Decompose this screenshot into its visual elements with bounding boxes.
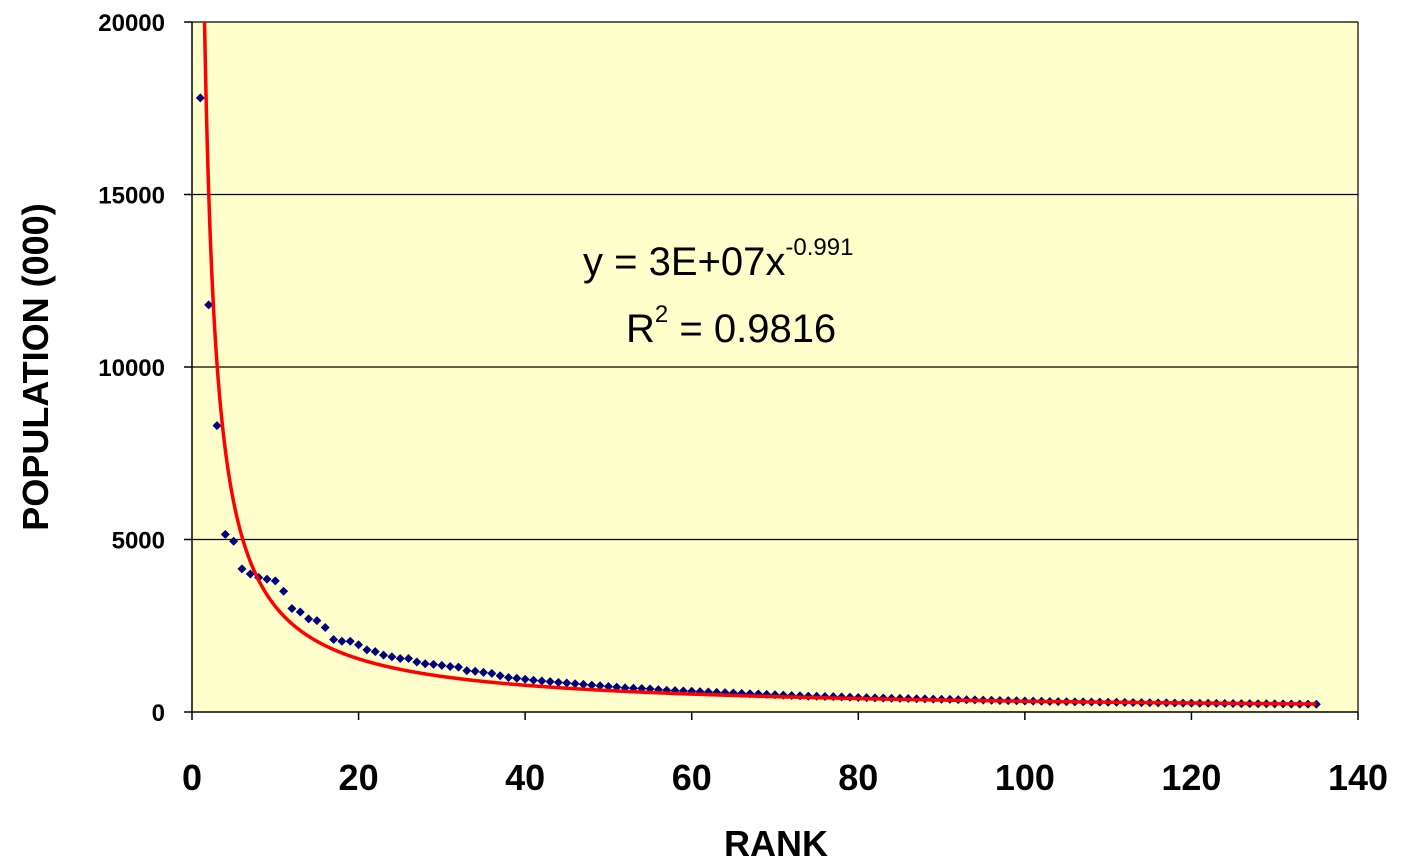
data-point: [512, 673, 522, 683]
y-tick-label: 20000: [98, 10, 165, 37]
data-point: [229, 536, 239, 546]
r-squared-value: = 0.9816: [668, 307, 836, 351]
data-point: [503, 673, 513, 682]
data-point: [237, 564, 247, 574]
data-point: [462, 666, 472, 676]
y-axis-title: POPULATION (000): [15, 203, 56, 530]
data-point: [437, 660, 447, 670]
x-axis-title: RANK: [724, 823, 828, 860]
data-point: [287, 604, 297, 613]
data-point: [545, 677, 555, 687]
y-tick-labels: 0 5000 10000 15000 20000: [98, 10, 165, 727]
equation-label: y = 3E+07x-0.991: [583, 234, 853, 284]
data-point: [454, 662, 464, 672]
data-point: [279, 586, 289, 596]
data-point: [587, 680, 597, 690]
data-point: [312, 616, 322, 626]
r-squared-label: R2 = 0.9816: [626, 301, 836, 351]
data-point: [329, 635, 339, 645]
x-tick-label: 40: [505, 757, 545, 798]
data-point: [354, 640, 364, 650]
data-point: [528, 675, 538, 685]
data-point: [595, 681, 605, 691]
y-tick-label: 5000: [112, 528, 165, 555]
data-point: [420, 659, 430, 669]
data-point: [362, 645, 372, 655]
x-tick-label: 100: [995, 757, 1055, 798]
data-point: [245, 569, 255, 579]
x-tick-labels: 0 20 40 60 80 100 120 140: [182, 757, 1388, 798]
data-point: [495, 671, 505, 681]
data-point: [320, 622, 330, 632]
data-point: [337, 636, 347, 646]
data-point: [220, 529, 230, 539]
x-tick-label: 20: [339, 757, 379, 798]
data-point: [295, 607, 305, 617]
data-point: [395, 654, 405, 664]
r-squared-exponent: 2: [655, 301, 668, 328]
data-point: [270, 576, 280, 586]
data-point: [412, 657, 422, 667]
data-point: [304, 614, 314, 624]
data-point: [570, 679, 580, 689]
data-point: [578, 679, 588, 689]
axes: [184, 21, 1359, 720]
equation-exponent: -0.991: [785, 234, 853, 261]
data-point: [487, 668, 497, 678]
data-point: [470, 666, 480, 676]
gridlines: [192, 193, 1358, 541]
data-point: [479, 667, 488, 677]
data-point: [562, 678, 572, 688]
y-tick-label: 10000: [98, 355, 165, 382]
y-tick-label: 0: [152, 700, 165, 727]
r-squared-symbol: R: [626, 307, 655, 351]
data-point: [195, 93, 205, 103]
data-point: [387, 652, 397, 662]
data-point: [404, 654, 414, 664]
x-tick-label: 120: [1161, 757, 1221, 798]
data-point: [262, 574, 272, 584]
equation-text: y = 3E+07x: [583, 240, 785, 284]
data-point: [212, 421, 222, 431]
data-point: [204, 300, 214, 310]
y-tick-label: 15000: [98, 183, 165, 210]
data-point: [370, 647, 380, 657]
x-tick-label: 0: [182, 757, 202, 798]
data-point: [445, 661, 455, 671]
x-tick-label: 60: [672, 757, 712, 798]
data-point: [553, 677, 563, 687]
trendline: [202, 21, 1317, 706]
data-point: [537, 676, 547, 686]
data-point: [345, 636, 355, 646]
data-point: [520, 674, 530, 684]
x-tick-label: 140: [1328, 757, 1388, 798]
data-point: [379, 650, 389, 660]
data-point: [429, 659, 439, 669]
x-tick-label: 80: [838, 757, 878, 798]
